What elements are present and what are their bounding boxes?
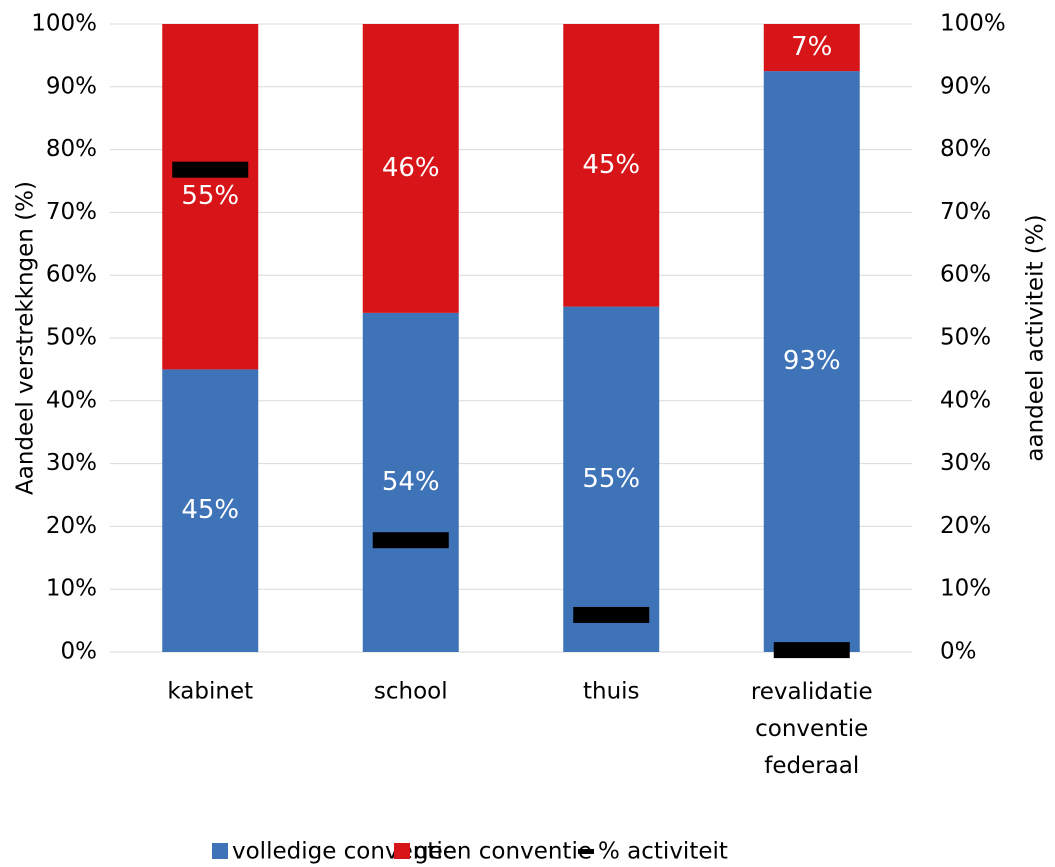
y2-tick-label: 60% [940, 262, 991, 288]
y2-tick-label: 0% [940, 639, 977, 665]
legend-swatch [394, 843, 410, 859]
bar-segment [362, 312, 459, 652]
y-tick-label: 10% [46, 576, 97, 602]
legend-label: volledige conventie [232, 839, 457, 865]
y2-tick-label: 90% [940, 73, 991, 99]
activity-marker [372, 532, 449, 549]
data-label: 55% [181, 181, 239, 211]
y2-tick-label: 20% [940, 513, 991, 539]
legend-label: % activiteit [598, 839, 728, 865]
y-tick-label: 100% [31, 11, 97, 37]
y-tick-label: 20% [46, 513, 97, 539]
legend-swatch [212, 843, 228, 859]
y-tick-label: 0% [61, 639, 98, 665]
data-label: 45% [582, 150, 640, 180]
y2-tick-label: 10% [940, 576, 991, 602]
y2-tick-label: 30% [940, 450, 991, 476]
y-axis-title: Aandeel verstrekkngen (%) [13, 181, 39, 495]
bar-segment [563, 24, 660, 307]
data-label: 54% [382, 467, 440, 497]
y-tick-label: 30% [46, 450, 97, 476]
x-tick-label: kabinet [167, 679, 253, 705]
bar-segment [763, 71, 860, 653]
y-tick-label: 40% [46, 387, 97, 413]
bar-segment [162, 369, 259, 652]
y2-tick-label: 40% [940, 387, 991, 413]
y2-axis-title: aandeel activiteit (%) [1023, 214, 1049, 461]
x-tick-label: school [374, 679, 448, 705]
activity-marker [773, 642, 850, 659]
legend-swatch [578, 849, 594, 854]
y-tick-label: 80% [46, 136, 97, 162]
y-tick-label: 60% [46, 262, 97, 288]
x-tick-label: revalidatie conventie federaal [751, 679, 873, 779]
activity-marker [172, 161, 249, 178]
activity-marker [573, 606, 650, 623]
y2-tick-label: 100% [940, 11, 1006, 37]
y-tick-label: 90% [46, 73, 97, 99]
y-tick-label: 70% [46, 199, 97, 225]
bar-segment [162, 24, 259, 370]
y2-tick-label: 50% [940, 325, 991, 351]
bar-segment [563, 306, 660, 652]
data-label: 7% [791, 32, 832, 62]
x-tick-label: thuis [583, 679, 640, 705]
data-label: 46% [382, 153, 440, 183]
data-label: 93% [783, 346, 841, 376]
bar-segment [763, 24, 860, 72]
y2-tick-label: 80% [940, 136, 991, 162]
data-label: 45% [181, 495, 239, 525]
y2-tick-label: 70% [940, 199, 991, 225]
bar-segment [362, 24, 459, 313]
y-tick-label: 50% [46, 325, 97, 351]
data-label: 55% [582, 464, 640, 494]
legend-label: geen conventie [414, 839, 592, 865]
